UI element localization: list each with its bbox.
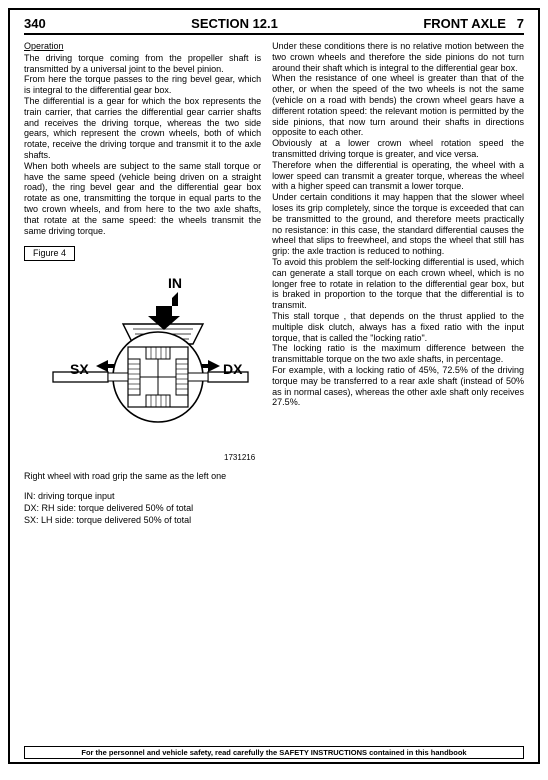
right-column: Under these conditions there is no relat… xyxy=(272,41,524,526)
in-label: IN xyxy=(168,275,182,291)
differential-diagram-svg: IN SX DX xyxy=(28,274,258,449)
page-header: 340 SECTION 12.1 FRONT AXLE 7 xyxy=(24,16,524,35)
legend: IN: driving torque input DX: RH side: to… xyxy=(24,490,261,526)
left-column: Operation The driving torque coming from… xyxy=(24,41,261,526)
page-number: 340 xyxy=(24,16,46,31)
left-p1: The driving torque coming from the prope… xyxy=(24,53,261,75)
columns: Operation The driving torque coming from… xyxy=(24,41,524,526)
right-p2: When the resistance of one wheel is grea… xyxy=(272,73,524,138)
left-p4: When both wheels are subject to the same… xyxy=(24,161,261,237)
right-p7: This stall torque , that depends on the … xyxy=(272,311,524,343)
sx-label: SX xyxy=(70,361,89,377)
right-p6: To avoid this problem the self-locking d… xyxy=(272,257,524,311)
section-title: SECTION 12.1 xyxy=(191,16,278,31)
legend-in: IN: driving torque input xyxy=(24,490,261,502)
dx-label: DX xyxy=(223,361,243,377)
right-p3: Obviously at a lower crown wheel rotatio… xyxy=(272,138,524,160)
legend-dx: DX: RH side: torque delivered 50% of tot… xyxy=(24,502,261,514)
axle-title: FRONT AXLE xyxy=(423,16,506,31)
legend-sx: SX: LH side: torque delivered 50% of tot… xyxy=(24,514,261,526)
right-p1: Under these conditions there is no relat… xyxy=(272,41,524,73)
figure-4-diagram: IN SX DX xyxy=(24,271,261,451)
right-p8: The locking ratio is the maximum differe… xyxy=(272,343,524,365)
page-frame: 340 SECTION 12.1 FRONT AXLE 7 Operation … xyxy=(8,8,540,764)
left-p3: The differential is a gear for which the… xyxy=(24,96,261,161)
left-p2: From here the torque passes to the ring … xyxy=(24,74,261,96)
right-p4: Therefore when the differential is opera… xyxy=(272,160,524,192)
right-p9: For example, with a locking ratio of 45%… xyxy=(272,365,524,408)
operation-heading: Operation xyxy=(24,41,261,52)
figure-caption: Right wheel with road grip the same as t… xyxy=(24,471,261,482)
subpage: 7 xyxy=(517,16,524,31)
figure-number: 1731216 xyxy=(24,453,255,463)
header-right: FRONT AXLE 7 xyxy=(423,16,524,31)
safety-footer: For the personnel and vehicle safety, re… xyxy=(24,746,524,759)
right-p5: Under certain conditions it may happen t… xyxy=(272,192,524,257)
figure-label-box: Figure 4 xyxy=(24,246,75,261)
